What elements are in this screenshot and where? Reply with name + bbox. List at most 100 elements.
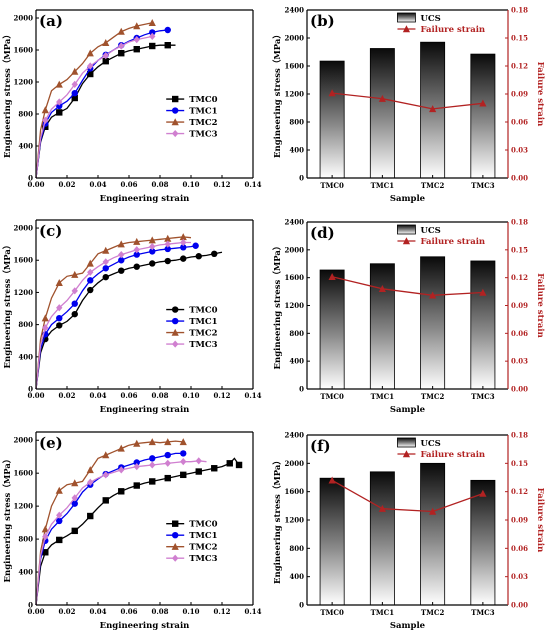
data-point (133, 46, 140, 53)
data-point (71, 287, 78, 295)
legend-marker (402, 237, 411, 245)
y2-tick-label: 0.18 (511, 431, 528, 440)
y-tick-label: 1600 (14, 46, 34, 55)
data-point (56, 314, 63, 322)
data-point (86, 49, 94, 57)
failure-strain-line (331, 276, 483, 296)
data-point (164, 26, 171, 34)
failure-strain-point (328, 272, 336, 280)
data-point (102, 265, 109, 272)
y2-tick-label: 0.03 (511, 572, 528, 581)
data-point (211, 250, 218, 257)
x-tick-label: 0.14 (244, 391, 261, 400)
category-label: TMC0 (320, 181, 344, 190)
data-point (42, 533, 49, 541)
data-point (117, 444, 125, 452)
legend-bar-swatch (397, 224, 416, 235)
y-tick-label: 1200 (14, 78, 34, 87)
legend-marker (402, 450, 411, 458)
data-point (102, 258, 109, 266)
y2-tick-label: 0.15 (511, 459, 528, 468)
panel-label: (c) (39, 222, 62, 240)
failure-strain-point (328, 89, 336, 97)
data-point (118, 50, 125, 57)
x-tick-label: 0.02 (58, 391, 75, 400)
data-point (164, 438, 172, 446)
data-point (149, 260, 156, 267)
data-point (180, 244, 187, 251)
legend-label: UCS (420, 439, 440, 449)
legend-marker (172, 107, 179, 114)
y-tick-label: 400 (289, 572, 304, 581)
y-tick-label: 2000 (14, 14, 34, 23)
y-tick-label: 800 (289, 329, 304, 338)
series-tmc1 (35, 26, 171, 179)
y-axis-title: Engineering stress（MPa） (2, 455, 13, 583)
data-point (56, 536, 63, 544)
category-label: TMC3 (471, 392, 495, 401)
y-tick-label: 1200 (285, 301, 305, 310)
panel-e: 0.00 0.02 0.04 0.06 0.08 0.10 0.12 0.14 0 400 800 1… (2, 431, 262, 631)
y2-tick-label: 0.03 (511, 357, 528, 366)
x-tick-label: 0.00 (27, 391, 44, 400)
x-tick-label: 0.12 (213, 180, 230, 189)
data-point (42, 324, 49, 332)
y-axis-title: Engineering stress（MPa） (272, 242, 283, 370)
data-point (86, 466, 94, 474)
y-axis-title: Engineering stress（MPa） (272, 30, 283, 158)
legend-marker (172, 340, 179, 348)
x-tick-label: 0.02 (58, 607, 75, 616)
legend-marker (172, 554, 179, 562)
data-point (180, 255, 187, 262)
x-tick-label: 0.04 (89, 180, 106, 189)
x-tick-label: 0.06 (120, 180, 137, 189)
legend-label: TMC3 (189, 554, 217, 564)
data-point (195, 457, 202, 465)
series-tmc2 (35, 233, 192, 390)
legend-label: Failure strain (420, 450, 485, 460)
data-point (55, 80, 63, 88)
category-label: TMC2 (421, 181, 445, 190)
data-point (133, 463, 140, 471)
data-point (87, 277, 94, 284)
data-point (148, 438, 156, 446)
data-point (102, 497, 109, 504)
series-tmc0 (35, 42, 176, 179)
data-point (149, 461, 156, 469)
y-tick-label: 0 (299, 174, 304, 183)
series-tmc3 (35, 238, 191, 390)
y2-tick-label: 0.06 (511, 329, 528, 338)
y-tick-label: 1200 (14, 288, 34, 297)
x-axis-title: Sample (390, 405, 426, 415)
failure-strain-point (378, 504, 386, 512)
category-label: TMC3 (471, 608, 495, 617)
x-axis-title: Sample (390, 194, 426, 204)
y-tick-label: 400 (18, 568, 33, 577)
data-point (148, 19, 156, 26)
data-point (56, 511, 63, 519)
y-tick-label: 0 (299, 601, 304, 610)
legend-label: TMC1 (189, 317, 217, 327)
legend-marker (172, 95, 179, 103)
category-label: TMC1 (371, 181, 395, 190)
y-tick-label: 2000 (14, 436, 34, 445)
data-point (149, 478, 156, 485)
data-point (133, 482, 140, 489)
y-tick-label: 2400 (285, 6, 305, 15)
series-line (35, 460, 207, 606)
data-point (149, 455, 156, 462)
x-tick-label: 0.04 (89, 391, 106, 400)
data-point (133, 22, 141, 30)
legend-label: Failure strain (420, 25, 485, 35)
data-point (149, 248, 156, 255)
data-point (102, 451, 110, 459)
legend-label: TMC0 (189, 306, 217, 316)
y-tick-label: 2400 (285, 218, 305, 227)
y-tick-label: 1600 (285, 487, 305, 496)
data-point (56, 304, 63, 312)
failure-strain-point (328, 476, 336, 484)
failure-strain-line (332, 92, 483, 110)
panel-label: (b) (310, 12, 335, 30)
data-point (211, 465, 218, 472)
data-point (71, 270, 79, 278)
